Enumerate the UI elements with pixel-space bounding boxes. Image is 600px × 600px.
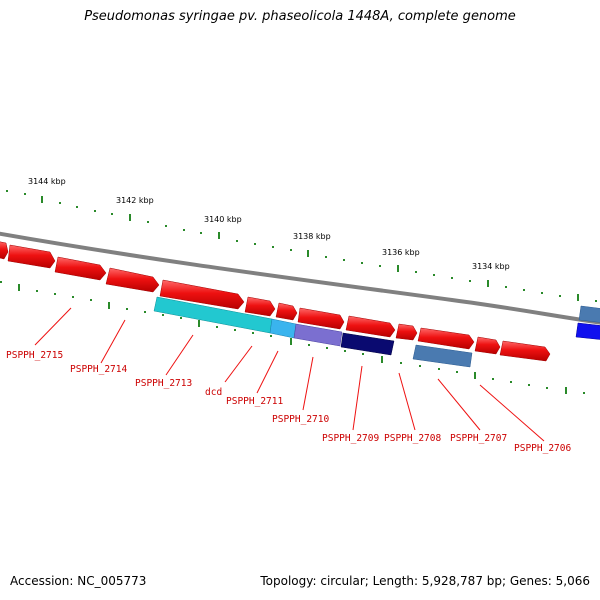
scale-label: 3140 kbp	[204, 215, 242, 224]
major-tick	[487, 280, 489, 287]
scale-label: 3144 kbp	[28, 177, 66, 186]
accession-text: Accession: NC_005773	[10, 574, 147, 588]
gene-block-blue-edge[interactable]	[575, 322, 600, 340]
gene-label[interactable]: PSPPH_2715	[6, 350, 63, 361]
gene-block-steel-edge[interactable]	[578, 305, 600, 323]
major-tick	[198, 320, 200, 327]
gene-label[interactable]: PSPPH_2711	[226, 396, 283, 407]
major-tick	[565, 387, 567, 394]
genome-summary-text: Topology: circular; Length: 5,928,787 bp…	[260, 574, 590, 588]
gene-label[interactable]: PSPPH_2714	[70, 364, 127, 375]
genome-title: Pseudomonas syringae pv. phaseolicola 14…	[84, 9, 516, 24]
gene-arrow-forward[interactable]	[244, 296, 276, 317]
inner-tick-ring	[0, 281, 585, 394]
gene-block-violet[interactable]	[293, 323, 343, 347]
gene-arrow-forward[interactable]	[297, 307, 345, 330]
gene-arrow-forward[interactable]	[474, 336, 501, 355]
scale-label: 3134 kbp	[472, 262, 510, 271]
gene-arrow-forward[interactable]	[0, 241, 9, 260]
major-tick	[577, 294, 579, 301]
gene-label[interactable]: PSPPH_2708	[384, 433, 441, 444]
gene-block-navy[interactable]	[340, 332, 395, 356]
gene-arrow-forward[interactable]	[7, 244, 56, 269]
major-tick	[218, 232, 220, 239]
gene-arrow-forward[interactable]	[499, 340, 551, 362]
major-tick	[290, 338, 292, 345]
major-tick	[108, 302, 110, 309]
major-tick	[307, 250, 309, 257]
gene-block-steel[interactable]	[412, 344, 473, 368]
gene-arrow-forward[interactable]	[105, 267, 160, 293]
gene-arrow-forward[interactable]	[417, 327, 475, 350]
major-tick	[18, 284, 20, 291]
gene-label[interactable]: PSPPH_2709	[322, 433, 379, 444]
major-tick	[129, 214, 131, 221]
major-tick	[397, 265, 399, 272]
gene-arrow-forward[interactable]	[345, 315, 396, 338]
gene-arrow-forward[interactable]	[54, 256, 107, 281]
gene-label[interactable]: PSPPH_2706	[514, 443, 571, 454]
gene-arrow-forward[interactable]	[159, 279, 245, 310]
major-tick	[41, 196, 43, 203]
major-tick	[474, 372, 476, 379]
scale-label: 3142 kbp	[116, 196, 154, 205]
outer-tick-ring	[6, 190, 597, 302]
gene-arrow-forward[interactable]	[275, 302, 298, 321]
gene-label[interactable]: dcd	[205, 387, 222, 398]
scale-label: 3136 kbp	[382, 248, 420, 257]
genome-backbone	[0, 231, 600, 325]
major-tick	[381, 356, 383, 363]
gene-label[interactable]: PSPPH_2707	[450, 433, 507, 444]
scale-label: 3138 kbp	[293, 232, 331, 241]
gene-arrow-forward[interactable]	[395, 323, 418, 341]
leader-lines	[34, 307, 545, 442]
gene-block-skyblue[interactable]	[269, 318, 297, 339]
gene-label[interactable]: PSPPH_2713	[135, 378, 192, 389]
gene-label[interactable]: PSPPH_2710	[272, 414, 329, 425]
